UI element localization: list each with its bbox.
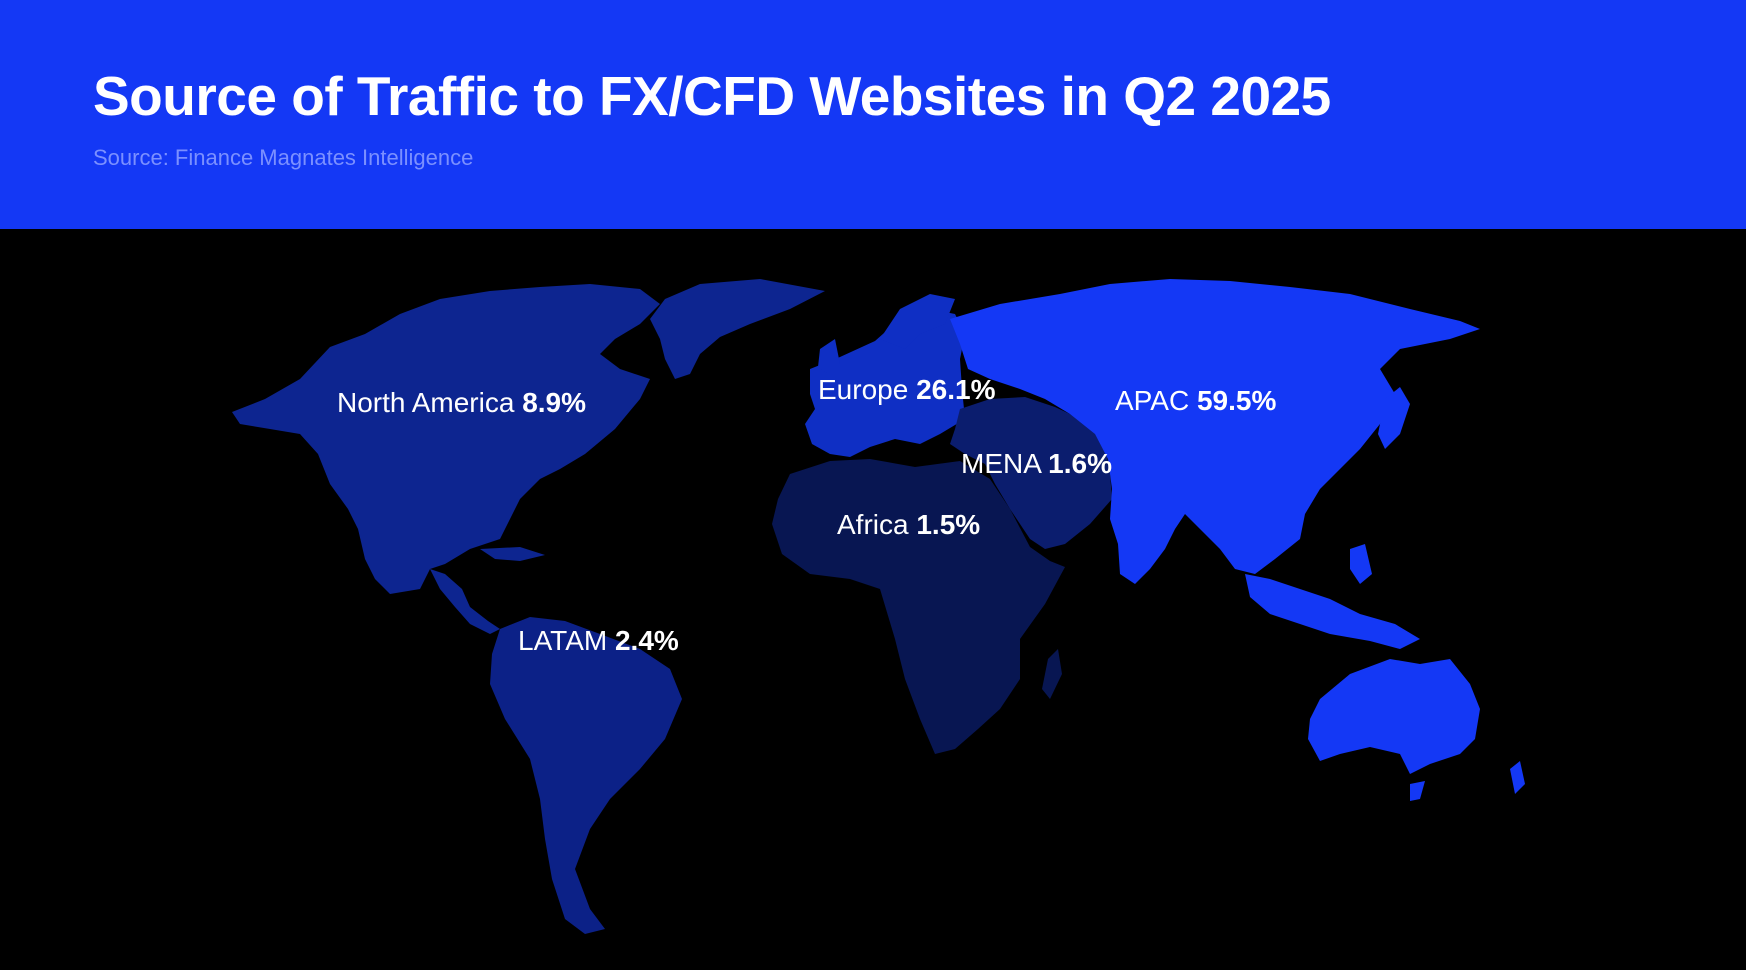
region-name: Africa	[837, 509, 909, 540]
region-value: 2.4%	[614, 625, 679, 656]
region-africa-shape	[772, 459, 1065, 754]
region-latam-shape	[490, 617, 682, 934]
region-europe	[805, 294, 965, 457]
region-apac-shape	[1308, 659, 1480, 774]
region-africa	[772, 459, 1065, 754]
world-map: North America 8.9% Europe 26.1% APAC 59.…	[0, 229, 1746, 970]
region-mena	[950, 397, 1112, 549]
region-apac-shape	[1510, 761, 1525, 794]
region-north-america-shape	[430, 569, 500, 634]
region-name: North America	[337, 387, 515, 418]
region-name: LATAM	[518, 625, 608, 656]
label-north-america: North America 8.9%	[337, 387, 586, 419]
region-name: MENA	[961, 448, 1041, 479]
region-africa-shape	[1042, 649, 1062, 699]
region-apac-shape	[1245, 574, 1420, 649]
region-europe-shape	[818, 339, 840, 374]
region-north-america	[232, 279, 825, 634]
label-apac: APAC 59.5%	[1115, 385, 1276, 417]
region-value: 1.5%	[916, 509, 981, 540]
region-value: 8.9%	[522, 387, 587, 418]
region-name: APAC	[1115, 385, 1190, 416]
region-north-america-shape	[232, 284, 660, 594]
page-title: Source of Traffic to FX/CFD Websites in …	[93, 65, 1331, 127]
region-apac-shape	[950, 279, 1480, 584]
region-apac-shape	[1410, 781, 1425, 801]
region-apac-shape	[1378, 387, 1410, 449]
region-latam	[490, 617, 682, 934]
label-europe: Europe 26.1%	[818, 374, 995, 406]
label-africa: Africa 1.5%	[837, 509, 980, 541]
label-latam: LATAM 2.4%	[518, 625, 679, 657]
header-banner: Source of Traffic to FX/CFD Websites in …	[0, 0, 1746, 229]
region-value: 26.1%	[916, 374, 996, 405]
region-apac	[950, 279, 1525, 801]
region-apac-shape	[1350, 544, 1372, 584]
region-name: Europe	[818, 374, 909, 405]
region-europe-shape	[805, 309, 965, 457]
region-value: 1.6%	[1048, 448, 1112, 479]
region-mena-shape	[950, 397, 1112, 549]
world-map-svg	[232, 279, 1525, 934]
source-note: Source: Finance Magnates Intelligence	[93, 145, 474, 170]
region-value: 59.5%	[1196, 385, 1277, 416]
label-mena: MENA 1.6%	[961, 448, 1112, 480]
region-europe-shape	[880, 294, 955, 349]
region-north-america-shape	[480, 547, 545, 561]
region-north-america-shape	[650, 279, 825, 379]
